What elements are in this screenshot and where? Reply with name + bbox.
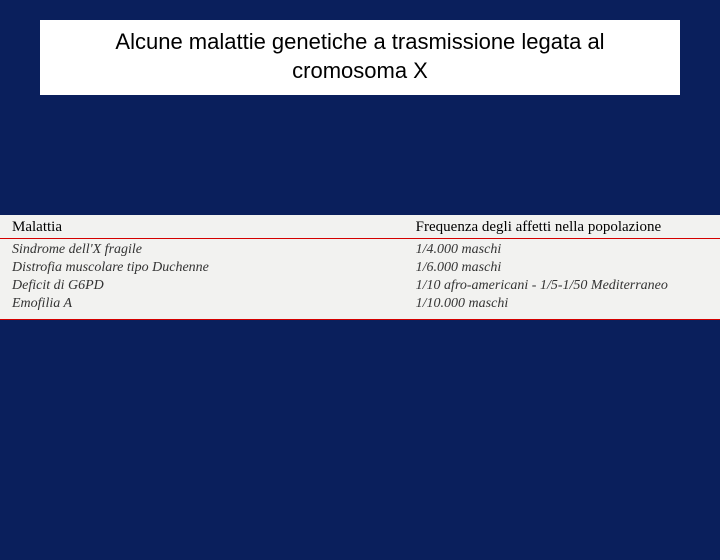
cell-frequency: 1/6.000 maschi xyxy=(416,260,708,276)
disease-table: Malattia Frequenza degli affetti nella p… xyxy=(0,215,720,320)
cell-disease: Deficit di G6PD xyxy=(12,278,416,294)
cell-frequency: 1/10 afro-americani - 1/5-1/50 Mediterra… xyxy=(416,278,708,294)
slide-title: Alcune malattie genetiche a trasmissione… xyxy=(60,28,660,85)
cell-frequency: 1/4.000 maschi xyxy=(416,242,708,258)
table-body: Sindrome dell'X fragile 1/4.000 maschi D… xyxy=(0,239,720,320)
slide-title-box: Alcune malattie genetiche a trasmissione… xyxy=(40,20,680,95)
table-row: Distrofia muscolare tipo Duchenne 1/6.00… xyxy=(0,259,720,277)
header-disease: Malattia xyxy=(12,219,416,236)
header-frequency: Frequenza degli affetti nella popolazion… xyxy=(416,219,708,236)
cell-disease: Emofilia A xyxy=(12,296,416,312)
table-header-row: Malattia Frequenza degli affetti nella p… xyxy=(0,215,720,239)
cell-disease: Distrofia muscolare tipo Duchenne xyxy=(12,260,416,276)
table-row: Deficit di G6PD 1/10 afro-americani - 1/… xyxy=(0,277,720,295)
title-line-1: Alcune malattie genetiche a trasmissione… xyxy=(115,29,604,54)
table-row: Sindrome dell'X fragile 1/4.000 maschi xyxy=(0,241,720,259)
table-row: Emofilia A 1/10.000 maschi xyxy=(0,295,720,313)
title-line-2: cromosoma X xyxy=(292,58,428,83)
cell-frequency: 1/10.000 maschi xyxy=(416,296,708,312)
cell-disease: Sindrome dell'X fragile xyxy=(12,242,416,258)
